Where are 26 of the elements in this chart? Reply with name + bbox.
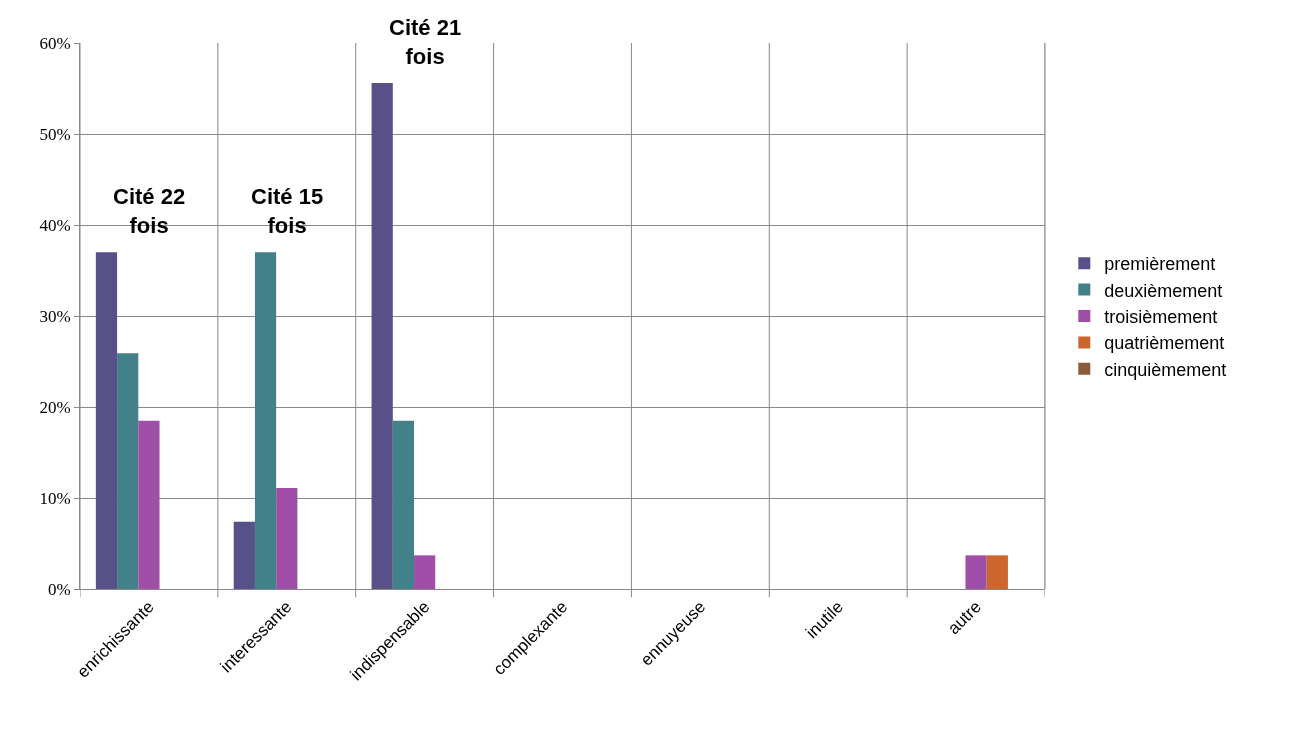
bar [254,252,277,589]
legend-label: troisièmement [1104,307,1218,328]
annotation: Cité 21 fois [389,15,462,69]
bar [138,420,160,589]
legend-label: deuxièmement [1104,280,1223,301]
bar [392,420,415,589]
legend-label: quatrièmement [1104,333,1225,354]
y-tick-label: 40% [39,215,71,235]
bar [233,521,255,589]
y-tick-label: 10% [39,488,71,508]
bar [95,252,118,589]
bar [276,487,298,589]
y-tick-label: 30% [39,306,71,326]
annotation: Cité 22 fois [113,184,186,238]
annotation: Cité 15 fois [251,184,324,238]
legend-label: cinquièmement [1104,359,1227,380]
bar [986,555,1008,589]
y-tick-label: 20% [39,397,71,417]
bar [414,555,436,589]
y-tick-label: 0% [47,579,71,599]
bar [371,83,393,589]
legend-label: premièrement [1104,254,1216,275]
y-tick-label: 50% [39,124,71,144]
y-tick-label: 60% [39,33,71,53]
bar [117,353,139,589]
bar [965,555,987,589]
